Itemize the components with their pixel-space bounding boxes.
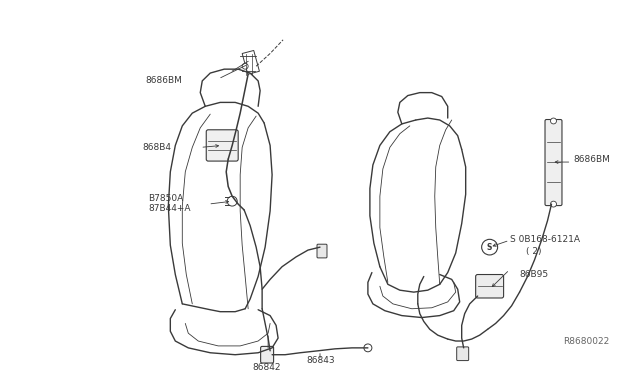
Circle shape [364, 344, 372, 352]
FancyBboxPatch shape [476, 275, 504, 298]
Text: B7850A: B7850A [148, 194, 184, 203]
Text: 8686BM: 8686BM [573, 155, 611, 164]
FancyBboxPatch shape [317, 244, 327, 258]
Text: S: S [487, 243, 492, 251]
Circle shape [242, 63, 248, 69]
Circle shape [550, 201, 557, 207]
Circle shape [227, 196, 237, 206]
Circle shape [482, 239, 498, 255]
FancyBboxPatch shape [206, 130, 238, 161]
Text: 86842: 86842 [252, 363, 281, 372]
Circle shape [550, 118, 557, 124]
Text: S 0B168-6121A: S 0B168-6121A [509, 235, 580, 244]
FancyBboxPatch shape [457, 347, 468, 360]
Text: 87B44+A: 87B44+A [148, 205, 191, 214]
Text: 8686BM: 8686BM [145, 76, 182, 86]
Text: ( 2): ( 2) [525, 247, 541, 256]
Text: 86B95: 86B95 [520, 270, 548, 279]
Bar [242, 51, 259, 74]
FancyBboxPatch shape [545, 119, 562, 206]
FancyBboxPatch shape [260, 346, 274, 363]
Text: 868B4: 868B4 [142, 143, 172, 152]
Text: R8680022: R8680022 [563, 337, 609, 346]
Text: 86843: 86843 [306, 356, 335, 365]
